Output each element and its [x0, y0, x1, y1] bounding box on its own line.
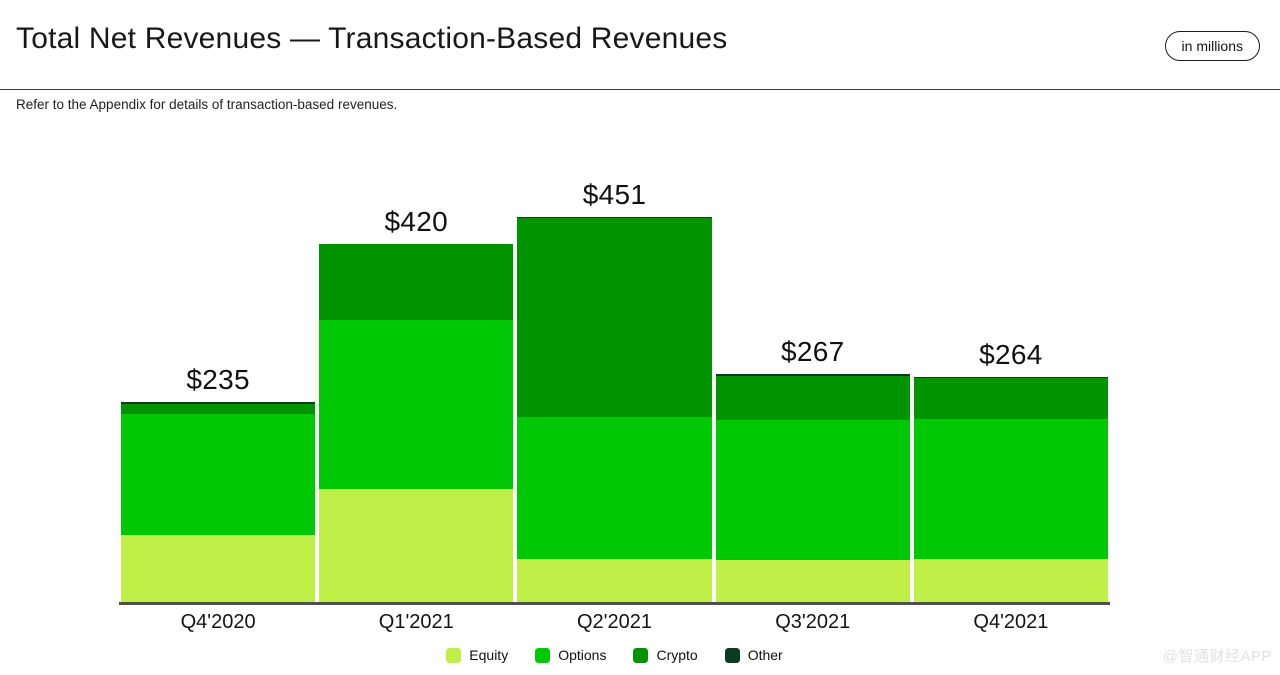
bar-segment-crypto	[517, 217, 712, 418]
bar-value-label: $451	[582, 179, 647, 211]
bar-column: $235	[121, 363, 316, 603]
x-axis-label: Q2'2021	[577, 611, 652, 633]
bar-segment-options	[319, 319, 514, 490]
bar-column: $451	[517, 179, 712, 603]
x-axis-label: Q3'2021	[775, 611, 851, 633]
legend-label: Equity	[469, 647, 509, 663]
bar-column: $420	[319, 205, 514, 603]
appendix-note: Refer to the Appendix for details of tra…	[16, 97, 398, 112]
bar-value-label: $264	[979, 339, 1043, 371]
bar-segment-other	[517, 217, 712, 218]
bar-segment-options	[715, 419, 910, 561]
legend-item-other: Other	[724, 647, 783, 663]
bar-segment-other	[913, 377, 1109, 378]
legend-label: Other	[747, 647, 783, 663]
bar-segment-other	[319, 243, 514, 245]
bar-segment-equity	[121, 535, 316, 603]
bar-segment-equity	[517, 558, 712, 603]
legend-item-equity: Equity	[446, 647, 508, 663]
legend-swatch-icon	[446, 647, 462, 663]
x-axis-row: Q4'2020 Q1'2021 Q2'2021 Q3'2021 Q4'2021	[121, 611, 1108, 634]
legend-swatch-icon	[724, 647, 740, 663]
x-axis-label: Q4'2021	[973, 611, 1049, 633]
bar-segment-crypto	[121, 403, 316, 414]
bar-value-label: $420	[384, 205, 449, 237]
bar-segment-options	[517, 417, 712, 559]
bar-segment-equity	[715, 560, 910, 603]
bar-segment-other	[121, 401, 316, 404]
bar-column: $264	[913, 339, 1109, 603]
x-axis-label: Q1'2021	[378, 611, 454, 633]
x-axis-label: Q4'2020	[180, 611, 256, 633]
bar-column: $267	[715, 336, 910, 603]
bar-segment-options	[913, 419, 1109, 559]
header-divider	[0, 89, 1280, 90]
bar-segment-crypto	[715, 376, 910, 420]
revenue-chart: $235 $420 $451 $267 $264	[121, 179, 1109, 603]
legend-item-options: Options	[535, 647, 606, 663]
x-axis-line	[119, 602, 1110, 605]
bar-segment-equity	[319, 489, 514, 603]
bar-segment-options	[121, 413, 316, 536]
legend: Equity Options Crypto Other	[121, 647, 1108, 663]
legend-swatch-icon	[633, 647, 649, 663]
bar-segment-equity	[913, 558, 1109, 603]
legend-swatch-icon	[535, 647, 551, 663]
bar-segment-other	[715, 374, 910, 377]
watermark: @智通财经APP	[1162, 648, 1272, 665]
bar-segment-crypto	[913, 377, 1109, 419]
page-title: Total Net Revenues — Transaction-Based R…	[16, 22, 728, 55]
bar-segment-crypto	[319, 244, 514, 320]
legend-label: Options	[558, 647, 607, 663]
legend-item-crypto: Crypto	[633, 647, 698, 663]
bar-value-label: $267	[780, 336, 845, 368]
unit-badge: in millions	[1164, 31, 1260, 61]
legend-label: Crypto	[656, 647, 698, 663]
bar-value-label: $235	[186, 363, 250, 395]
